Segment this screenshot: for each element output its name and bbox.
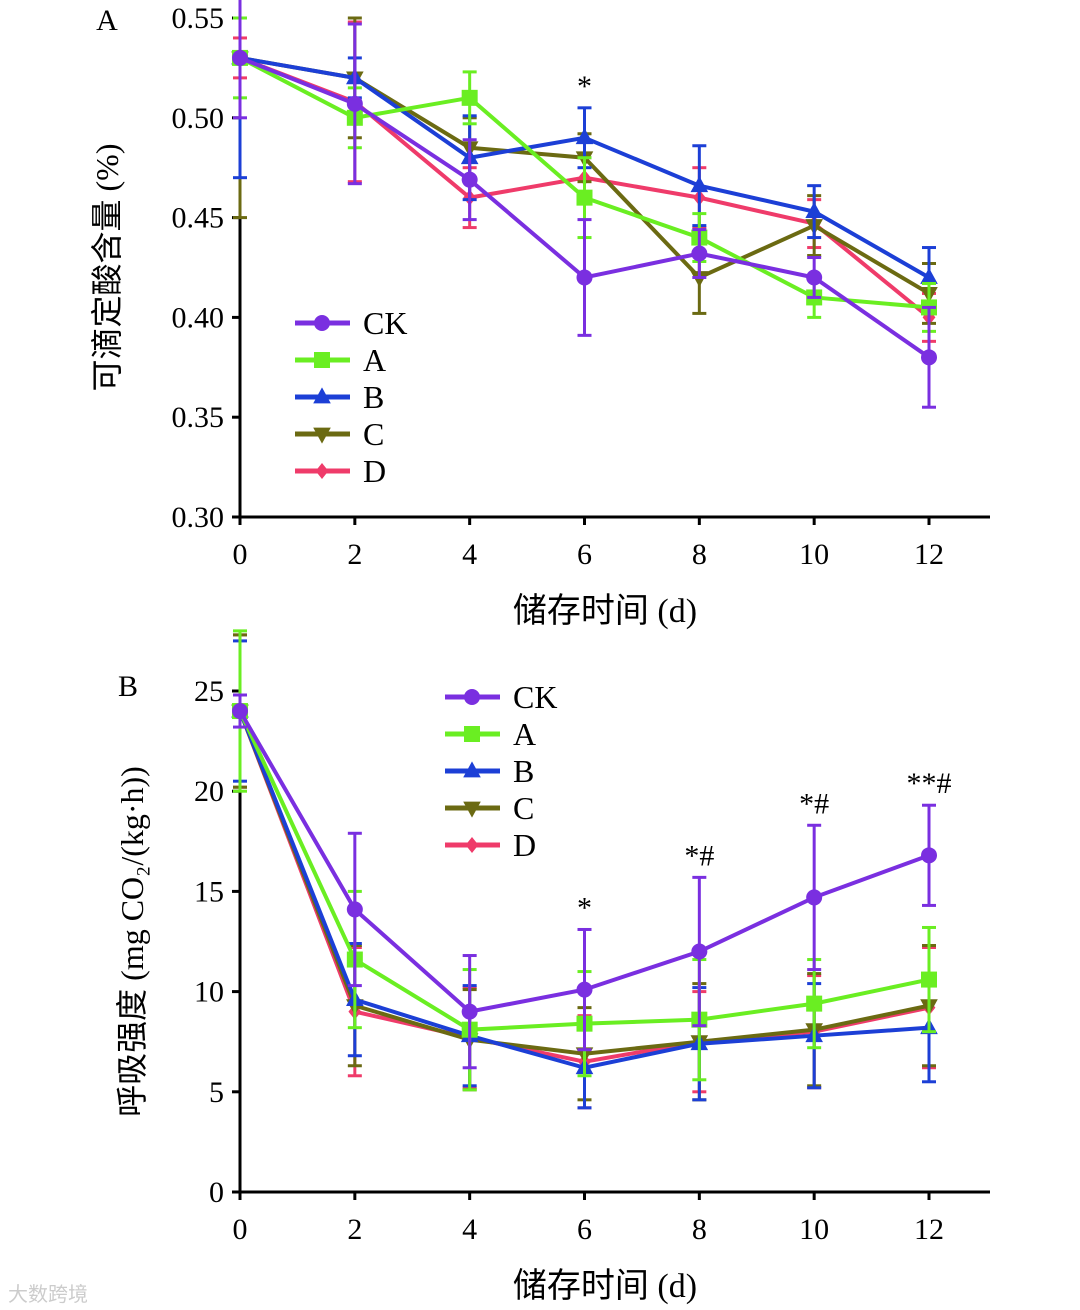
y-tick-label: 20 — [194, 775, 224, 808]
significance-annotation: **# — [907, 767, 952, 800]
data-point — [346, 95, 363, 112]
data-point — [461, 89, 478, 106]
legend-item-B: B — [295, 379, 384, 415]
y-tick-label: 0.55 — [172, 2, 225, 35]
x-tick-label: 6 — [577, 1213, 592, 1246]
data-point — [461, 1003, 478, 1020]
legend-marker — [315, 463, 329, 479]
x-tick-label: 8 — [692, 538, 707, 571]
y-axis-label: 可滴定酸含量 (%) — [89, 144, 125, 392]
legend-label: D — [363, 453, 386, 489]
legend-label: CK — [513, 679, 557, 715]
data-point — [921, 971, 937, 988]
x-tick-label: 2 — [347, 538, 362, 571]
legend-marker — [465, 837, 479, 853]
significance-annotation: *# — [684, 839, 714, 872]
legend-marker — [463, 761, 481, 778]
x-tick-label: 4 — [462, 538, 477, 571]
chart-B: 0 5 10 15 20 25 0 2 4 6 8 10 12 B 储存时间 (d) 呼吸强度 (mg CO₂… — [114, 629, 990, 1305]
legend-marker — [464, 726, 480, 742]
y-tick-label: 0.40 — [172, 301, 225, 334]
data-point — [920, 267, 938, 284]
data-point — [575, 128, 594, 145]
panel-label: A — [96, 4, 118, 37]
x-tick-label: 12 — [914, 538, 944, 571]
legend-label: D — [513, 827, 536, 863]
x-tick-label: 0 — [233, 1213, 248, 1246]
x-axis-label: 储存时间 (d) — [513, 592, 697, 630]
legend-item-D: D — [295, 453, 386, 489]
significance-annotation: *# — [799, 787, 829, 820]
chart-A: 0.30 0.35 0.40 0.45 0.50 0.55 0 2 4 6 8 10 12 A 储存时间 (… — [89, 0, 990, 630]
y-tick-label: 0.45 — [172, 202, 225, 235]
y-tick-label: 0.50 — [172, 102, 225, 135]
data-point — [346, 901, 363, 918]
x-tick-label: 10 — [799, 1213, 829, 1246]
significance-annotation: * — [577, 891, 592, 924]
legend-label: CK — [363, 305, 407, 341]
legend-label: C — [513, 790, 534, 826]
data-point — [461, 171, 478, 188]
y-tick-label: 0.30 — [172, 501, 225, 534]
legend-marker — [314, 315, 330, 331]
y-axis-label: 呼吸强度 (mg CO₂/(kg·h)) — [114, 766, 150, 1117]
legend-label: B — [513, 753, 534, 789]
data-point — [921, 349, 937, 366]
x-tick-label: 12 — [914, 1213, 944, 1246]
data-point — [576, 269, 593, 286]
y-tick-label: 15 — [194, 875, 224, 908]
data-point — [690, 176, 709, 193]
legend-marker — [313, 427, 331, 444]
panel-label: B — [118, 670, 138, 703]
significance-annotation: * — [577, 70, 592, 103]
x-tick-label: 8 — [692, 1213, 707, 1246]
data-point — [806, 995, 823, 1012]
legend-item-A: A — [445, 716, 536, 752]
legend-item-CK: CK — [445, 679, 557, 715]
y-tick-label: 0.35 — [172, 401, 225, 434]
data-point — [805, 202, 823, 219]
data-point — [921, 847, 937, 864]
x-tick-label: 2 — [347, 1213, 362, 1246]
legend-item-C: C — [445, 790, 534, 826]
legend-marker — [313, 387, 331, 404]
legend-marker — [463, 801, 481, 818]
series-CK — [232, 693, 937, 1070]
data-point — [691, 943, 708, 960]
y-tick-label: 10 — [194, 976, 224, 1009]
data-point — [691, 245, 708, 262]
x-tick-label: 6 — [577, 538, 592, 571]
legend-marker — [464, 689, 480, 705]
x-tick-label: 0 — [233, 538, 248, 571]
legend-item-B: B — [445, 753, 534, 789]
y-tick-label: 0 — [209, 1176, 224, 1209]
y-tick-label: 25 — [194, 675, 224, 708]
legend-item-D: D — [445, 827, 536, 863]
x-tick-label: 4 — [462, 1213, 477, 1246]
legend-label: A — [363, 342, 386, 378]
data-point — [690, 271, 709, 288]
data-point — [232, 703, 248, 720]
legend-item-C: C — [295, 416, 384, 452]
legend-marker — [314, 352, 330, 368]
y-tick-label: 5 — [209, 1076, 224, 1109]
legend-label: C — [363, 416, 384, 452]
data-point — [576, 981, 593, 998]
data-point — [806, 889, 823, 906]
data-point — [576, 189, 593, 206]
series-CK — [232, 0, 937, 409]
legend-label: B — [363, 379, 384, 415]
legend-item-A: A — [295, 342, 386, 378]
x-tick-label: 10 — [799, 538, 829, 571]
watermark: 大数跨境 — [8, 1282, 88, 1306]
data-point — [806, 269, 823, 286]
data-point — [232, 49, 248, 66]
x-axis-label: 储存时间 (d) — [513, 1267, 697, 1305]
legend-label: A — [513, 716, 536, 752]
legend-item-CK: CK — [295, 305, 407, 341]
